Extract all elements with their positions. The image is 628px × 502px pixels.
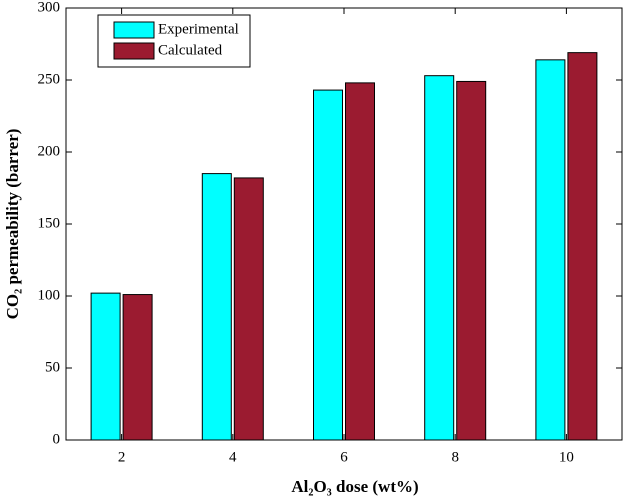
bar [122,294,153,441]
legend-swatch [113,42,155,60]
y-tick-label: 200 [38,143,61,159]
bar [233,177,264,441]
y-tick-label: 250 [38,71,61,87]
bar [313,89,343,441]
legend-label: Calculated [158,42,223,58]
y-tick-label: 100 [38,287,61,303]
bar [535,59,566,441]
y-tick-label: 0 [53,431,61,447]
x-tick-label: 4 [229,449,237,465]
legend-swatch [113,21,155,39]
y-tick-label: 300 [38,0,61,15]
legend-label: Experimental [158,21,239,37]
x-axis-title: Al₂O₃ dose (wt%) [291,477,418,496]
x-tick-label: 6 [340,449,348,465]
y-axis-title: CO₂ permeability (barrer) [3,129,22,320]
bar [456,80,487,441]
plot-frame [65,7,623,441]
y-tick-label: 50 [45,359,60,375]
bar [424,75,455,441]
x-tick-label: 10 [559,449,574,465]
bar [201,173,232,441]
x-tick-label: 8 [451,449,459,465]
bar [567,52,598,441]
bar [90,292,121,441]
x-tick-label: 2 [118,449,126,465]
bar [345,82,375,441]
y-tick-label: 150 [38,215,61,231]
